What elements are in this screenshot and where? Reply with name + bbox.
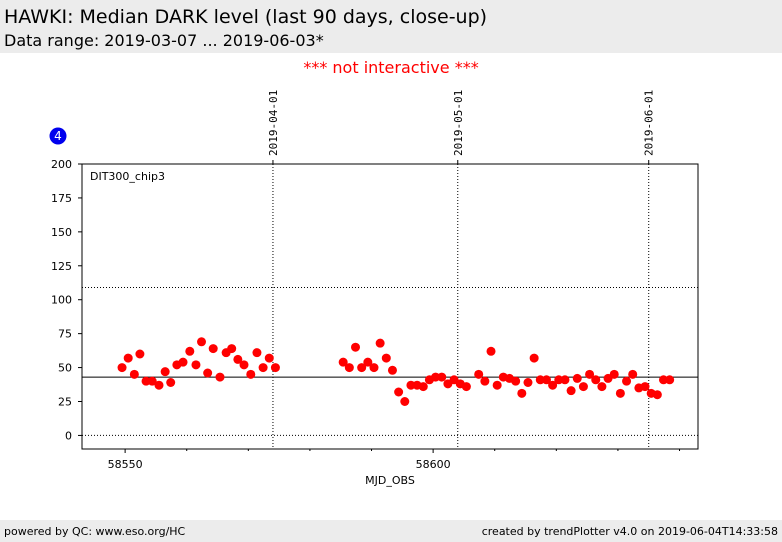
data-point: [264, 353, 274, 363]
y-tick-label: 50: [58, 362, 72, 375]
data-point: [615, 388, 625, 398]
data-point: [185, 346, 195, 356]
data-points: [117, 337, 675, 406]
data-point: [203, 368, 213, 378]
data-point: [344, 363, 354, 373]
plot-number-badge: 4: [49, 127, 67, 145]
data-point: [474, 369, 484, 379]
data-point: [191, 360, 201, 370]
data-point: [387, 365, 397, 375]
data-point: [572, 373, 582, 383]
data-point: [363, 357, 373, 367]
data-point: [652, 390, 662, 400]
data-point: [141, 376, 151, 386]
y-tick-label: 175: [51, 192, 72, 205]
data-point: [227, 344, 237, 354]
badge-number: 4: [54, 129, 62, 143]
x-tick-label: 58600: [416, 458, 451, 471]
axis-ticks: 2019-04-01 2019-05-01 2019-06-01 0 25 50 75 100…: [51, 90, 681, 471]
data-point: [523, 378, 533, 387]
data-point: [351, 342, 361, 352]
data-point: [357, 363, 367, 373]
data-point: [640, 382, 650, 392]
data-point: [535, 375, 545, 385]
data-point: [628, 369, 638, 379]
data-point: [566, 386, 576, 396]
data-point: [117, 363, 127, 373]
y-tick-label: 25: [58, 396, 72, 409]
grid-layer: [82, 164, 698, 449]
y-tick-label: 0: [65, 429, 72, 442]
data-point: [418, 382, 428, 392]
y-tick-label: 200: [51, 158, 72, 171]
data-point: [252, 348, 262, 358]
y-tick-label: 125: [51, 260, 72, 273]
date-marker-label: 2019-04-01: [267, 90, 280, 156]
not-interactive-notice: *** not interactive ***: [303, 58, 479, 77]
data-point: [585, 369, 595, 379]
data-point: [597, 382, 607, 392]
data-point: [437, 372, 447, 382]
data-point: [665, 375, 675, 385]
data-point: [208, 344, 218, 354]
footer-band: [0, 520, 782, 542]
data-point: [609, 369, 619, 379]
data-point: [529, 353, 539, 363]
data-point: [560, 375, 570, 385]
data-point: [258, 363, 268, 373]
date-marker-label: 2019-05-01: [452, 90, 465, 156]
footer-powered-by: powered by QC: www.eso.org/HC: [4, 525, 186, 538]
data-point: [197, 337, 207, 347]
data-point: [270, 363, 280, 373]
data-point: [147, 376, 157, 386]
data-point: [160, 367, 170, 377]
data-point: [135, 349, 145, 359]
badge-circle: [49, 127, 67, 145]
data-point: [154, 380, 164, 390]
data-point: [511, 376, 521, 386]
data-point: [369, 363, 379, 373]
y-tick-label: 75: [58, 328, 72, 341]
data-point: [591, 375, 601, 385]
plot-frame: [81, 163, 699, 450]
data-point: [406, 380, 416, 390]
data-point: [239, 360, 249, 370]
y-tick-label: 150: [51, 226, 72, 239]
page-title: HAWKI: Median DARK level (last 90 days, …: [4, 6, 488, 28]
y-tick-label: 100: [51, 294, 72, 307]
data-point: [338, 357, 348, 367]
data-point: [178, 357, 188, 367]
data-point: [246, 369, 256, 379]
data-point: [400, 397, 410, 406]
data-point: [517, 388, 527, 398]
x-tick-label: 58550: [108, 458, 143, 471]
chart-annotation: DIT300_chip3: [90, 170, 165, 183]
data-point: [123, 353, 133, 363]
x-axis-label: MJD_OBS: [365, 474, 415, 487]
data-point: [233, 354, 243, 364]
data-point: [541, 375, 551, 385]
data-point: [492, 380, 502, 390]
data-point: [129, 369, 139, 379]
data-point: [431, 372, 441, 382]
date-marker-label: 2019-06-01: [643, 90, 656, 156]
data-point: [486, 346, 496, 356]
data-range-subtitle: Data range: 2019-03-07 ... 2019-06-03*: [4, 31, 324, 50]
data-point: [215, 372, 225, 382]
header-band: [0, 0, 782, 53]
data-point: [548, 380, 558, 390]
data-point: [659, 375, 669, 385]
data-point: [375, 338, 385, 348]
footer-created-by: created by trendPlotter v4.0 on 2019-06-…: [481, 525, 778, 538]
data-point: [381, 353, 391, 363]
data-point: [166, 378, 176, 387]
data-point: [480, 376, 490, 386]
data-point: [622, 376, 632, 386]
data-point: [554, 375, 564, 385]
data-point: [578, 382, 588, 392]
data-point: [394, 387, 404, 397]
data-point: [461, 382, 471, 392]
